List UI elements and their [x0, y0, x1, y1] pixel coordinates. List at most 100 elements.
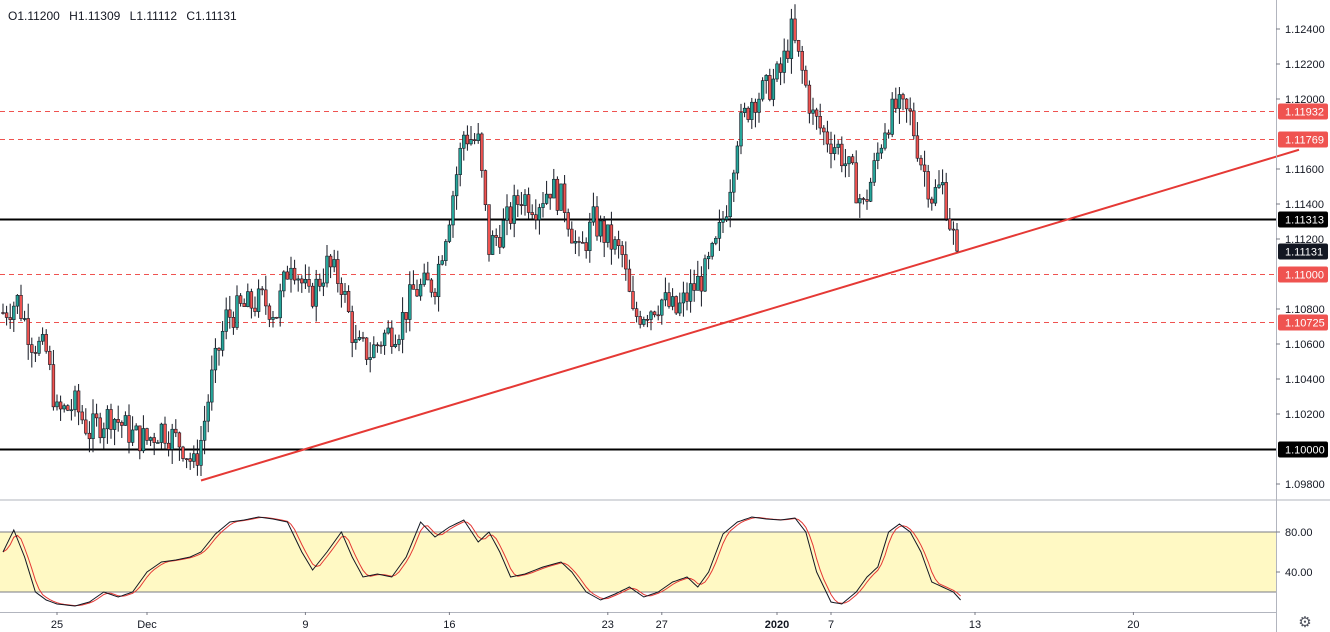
candle-body	[667, 292, 671, 307]
candle-body	[213, 347, 218, 371]
candle-down	[915, 122, 920, 162]
candle-body	[670, 296, 675, 307]
candle-body	[652, 311, 657, 316]
candle-body	[840, 143, 844, 167]
price-tick-label: 1.09800	[1285, 479, 1325, 491]
candle-body	[591, 206, 596, 223]
candle-body	[141, 428, 146, 452]
candle-body	[613, 239, 617, 250]
candle-down	[33, 345, 38, 363]
candle-up	[440, 255, 444, 266]
candle-down	[894, 87, 898, 113]
candle-body	[91, 413, 95, 440]
candle-down	[51, 349, 56, 411]
time-axis[interactable]: 25 Dec 9 16 23 27 2020 7 13 20	[51, 612, 1140, 631]
candle-up	[811, 97, 815, 125]
candle-down	[94, 403, 99, 427]
level-price-tag: 1.10000	[1278, 441, 1328, 458]
candle-body	[534, 214, 538, 220]
candle-down	[840, 136, 844, 173]
candle-body	[40, 334, 45, 342]
candle-down	[127, 404, 131, 454]
candle-down	[433, 288, 437, 305]
candle-body	[908, 108, 912, 112]
gear-icon[interactable]: ⚙	[1298, 614, 1312, 631]
price-tick-label: 1.10400	[1285, 374, 1325, 386]
candle-down	[804, 65, 808, 88]
candle-body	[894, 98, 898, 109]
candle-body	[865, 199, 869, 202]
candle-body	[4, 312, 9, 318]
price-tick-label: 1.11400	[1285, 199, 1324, 211]
candle-body	[868, 181, 873, 202]
candle-body	[242, 303, 246, 307]
candle-up	[523, 189, 527, 216]
time-tick-label: 13	[969, 619, 981, 631]
candle-up	[418, 278, 423, 301]
candle-body	[843, 163, 848, 167]
candle-down	[829, 131, 833, 169]
candle-up	[775, 61, 779, 82]
candle-body	[300, 278, 304, 284]
candle-body	[696, 275, 700, 291]
candle-down	[793, 4, 797, 44]
candle-body	[930, 198, 934, 204]
candle-body	[501, 220, 506, 248]
candle-body	[433, 291, 437, 298]
candle-up	[696, 260, 700, 291]
level-tag-bg	[1278, 103, 1328, 120]
candle-body	[724, 216, 729, 220]
candle-down	[58, 395, 63, 421]
candle-body	[937, 184, 941, 188]
candle-up	[12, 301, 16, 332]
candle-up	[55, 394, 59, 411]
candle-body	[505, 206, 509, 221]
candle-body	[710, 243, 714, 257]
candle-body	[627, 268, 632, 292]
candle-body	[44, 334, 48, 352]
candle-down	[166, 431, 171, 457]
candle-body	[717, 221, 722, 239]
candle-body	[728, 191, 732, 218]
candle-up	[897, 87, 902, 124]
candle-up	[15, 294, 20, 314]
candle-body	[602, 220, 606, 243]
candle-up	[454, 166, 459, 210]
candle-up	[422, 263, 426, 287]
candle-down	[44, 329, 48, 354]
candle-up	[868, 177, 873, 203]
candle-body	[620, 245, 624, 255]
candle-body	[397, 339, 401, 345]
candle-up	[134, 423, 138, 431]
candle-body	[926, 171, 930, 200]
candle-body	[231, 317, 236, 328]
candle-up	[706, 251, 711, 270]
candle-body	[418, 284, 423, 297]
candle-down	[955, 223, 959, 253]
candle-body	[804, 69, 808, 86]
candle-body	[537, 207, 542, 220]
candle-down	[818, 103, 822, 135]
candle-up	[544, 180, 549, 205]
candle-body	[811, 109, 815, 114]
candle-down	[145, 427, 149, 445]
candle-body	[570, 228, 574, 244]
candle-down	[264, 275, 268, 315]
candle-down	[181, 445, 185, 462]
candle-up	[591, 192, 596, 226]
candle-down	[260, 286, 264, 296]
candle-body	[854, 162, 858, 204]
candle-body	[753, 101, 758, 113]
candle-body	[429, 279, 434, 293]
candle-body	[192, 453, 196, 462]
candle-down	[667, 282, 671, 309]
candle-up	[436, 255, 441, 312]
level-tag-bg	[1278, 441, 1328, 458]
candle-down	[656, 305, 660, 321]
candle-body	[318, 278, 322, 287]
candle-body	[778, 63, 783, 73]
candle-up	[642, 316, 646, 327]
candle-body	[73, 390, 77, 411]
